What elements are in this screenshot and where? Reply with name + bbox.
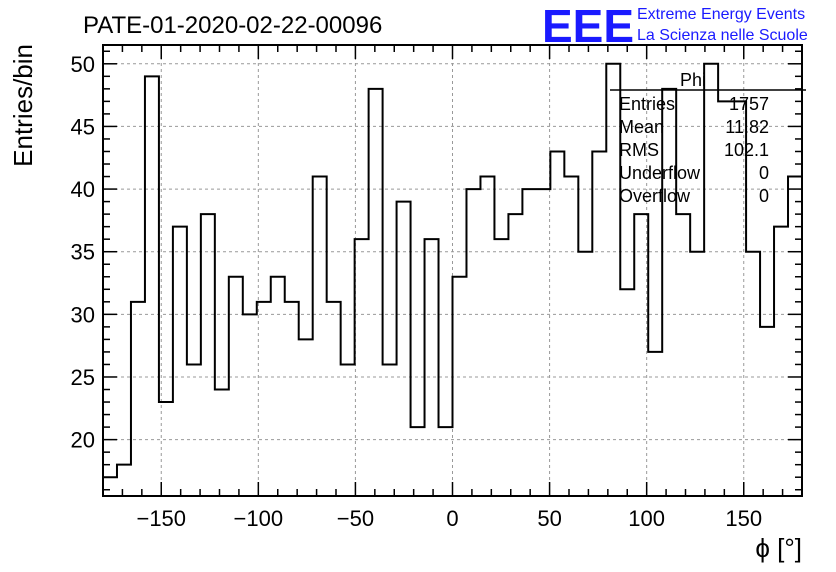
histogram-bin (732, 101, 746, 496)
histogram-bin (299, 339, 313, 496)
histogram-bin (564, 177, 578, 496)
y-axis-label: Entries/bin (8, 44, 38, 167)
x-tick-label: −150 (136, 506, 186, 531)
stats-box-name: Phi (680, 70, 706, 90)
y-tick-label: 45 (71, 114, 95, 139)
histogram-bin (774, 227, 788, 496)
stats-box: Phi Entries 1757 Mean 11.82 RMS 102.1 Un… (610, 70, 806, 206)
run-title: PATE-01-2020-02-22-00096 (83, 12, 382, 39)
histogram-bin (369, 89, 383, 496)
histogram-bin (131, 302, 145, 496)
y-tick-label: 50 (71, 52, 95, 77)
histogram-bin (453, 277, 467, 496)
histogram-bin (285, 302, 299, 496)
tick-labels: −150 −100 −50 0 50 100 150 20 25 30 35 40 45 50 (71, 52, 763, 531)
y-tick-label: 20 (71, 428, 95, 453)
eee-logo-text: EEE (542, 0, 634, 52)
histogram-bin (327, 302, 341, 496)
histogram-bin (173, 227, 187, 496)
stats-label-entries: Entries (619, 94, 675, 114)
stats-value-mean: 11.82 (725, 117, 769, 137)
x-tick-label: 100 (628, 506, 665, 531)
histogram-bin (243, 314, 257, 496)
histogram-bin (425, 239, 439, 496)
histogram-bin (480, 177, 494, 496)
histogram-bin (187, 364, 201, 496)
histogram-bin (760, 327, 774, 496)
x-tick-label: −50 (337, 506, 374, 531)
histogram-bin (257, 302, 271, 496)
histogram-bin (117, 465, 131, 496)
eee-logo: EEE Extreme Energy Events La Scienza nel… (542, 0, 808, 52)
histogram-bin (103, 477, 117, 496)
stats-label-overflow: Overflow (619, 186, 691, 206)
stats-label-mean: Mean (619, 117, 664, 137)
histogram-bin (620, 289, 634, 496)
stats-value-overflow: 0 (759, 186, 769, 206)
x-tick-label: 0 (446, 506, 458, 531)
y-tick-label: 30 (71, 302, 95, 327)
stats-value-rms: 102.1 (724, 140, 769, 160)
logo-line-2: La Scienza nelle Scuole (637, 27, 808, 44)
stats-value-entries: 1757 (729, 94, 769, 114)
grid-lines (103, 45, 802, 496)
histogram-bin (201, 214, 215, 496)
histogram-bin (550, 151, 564, 496)
axes (102, 44, 803, 497)
stats-value-underflow: 0 (759, 163, 769, 183)
histogram-bin (690, 252, 704, 496)
x-tick-label: 150 (725, 506, 762, 531)
x-tick-label: −100 (234, 506, 284, 531)
histogram-bin (383, 364, 397, 496)
histogram-bin (341, 364, 355, 496)
histogram-bin (215, 390, 229, 496)
histogram-bin (229, 277, 243, 496)
histogram-bin (536, 189, 550, 496)
y-tick-label: 25 (71, 365, 95, 390)
histogram-bin (494, 239, 508, 496)
y-tick-label: 35 (71, 240, 95, 265)
x-axis-label: ϕ [°] (755, 533, 802, 563)
histogram-bin (466, 189, 480, 496)
histogram-bin (355, 239, 369, 496)
histogram-bin (718, 101, 732, 496)
stats-label-rms: RMS (619, 140, 659, 160)
histogram-bin (411, 427, 425, 496)
histogram-bin (788, 177, 802, 496)
histogram-bin (145, 76, 159, 496)
histogram-bin (578, 252, 592, 496)
histogram-bin (439, 427, 453, 496)
histogram-bars (103, 62, 802, 496)
histogram-bin (397, 202, 411, 496)
histogram-bin (313, 177, 327, 496)
histogram-bin (634, 214, 648, 496)
histogram-bin (592, 151, 606, 496)
y-tick-label: 40 (71, 177, 95, 202)
histogram-bin (676, 214, 690, 496)
x-tick-label: 50 (537, 506, 561, 531)
histogram-bin (159, 402, 173, 496)
logo-line-1: Extreme Energy Events (637, 6, 805, 23)
stats-label-underflow: Underflow (619, 163, 701, 183)
histogram-bin (648, 352, 662, 496)
histogram-outline (103, 62, 802, 479)
histogram-bin (746, 252, 760, 496)
histogram-bin (508, 214, 522, 496)
histogram-bin (662, 89, 676, 496)
histogram-bin (704, 64, 718, 496)
histogram-bin (522, 189, 536, 496)
histogram-bin (271, 277, 285, 496)
